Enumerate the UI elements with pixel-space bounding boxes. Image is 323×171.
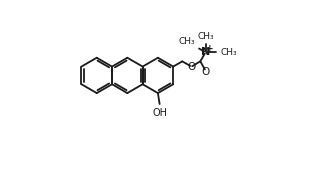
Text: CH₃: CH₃ (179, 37, 195, 46)
Text: +: + (206, 44, 214, 53)
Text: O: O (202, 67, 210, 77)
Text: OH: OH (152, 108, 167, 118)
Text: CH₃: CH₃ (221, 48, 237, 57)
Text: CH₃: CH₃ (197, 31, 214, 41)
Text: O: O (187, 62, 195, 72)
Text: N: N (201, 47, 210, 57)
